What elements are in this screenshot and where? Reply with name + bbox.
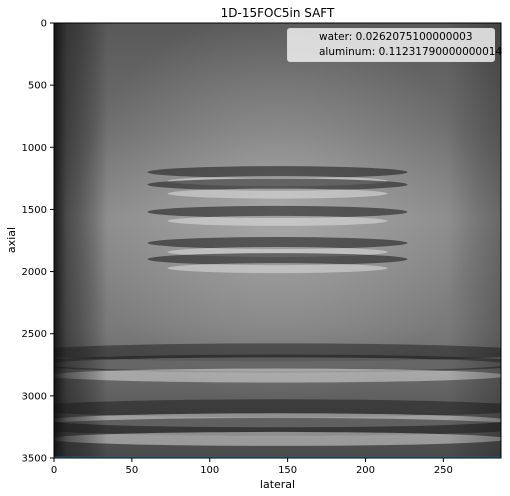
x-tick-label: 50 xyxy=(126,465,139,476)
x-tick-label: 0 xyxy=(51,465,57,476)
chart-title: 1D-15FOC5in SAFT xyxy=(221,6,335,20)
y-tick-label: 0 xyxy=(41,19,47,30)
x-tick-label: 200 xyxy=(356,465,375,476)
x-tick-label: 250 xyxy=(434,465,453,476)
legend-entry-water: water: 0.0262075100000003 xyxy=(319,31,473,43)
x-axis-label: lateral xyxy=(260,478,295,491)
x-tick-label: 100 xyxy=(200,465,219,476)
y-axis: 0 500 1000 1500 2000 2500 3000 3500 xyxy=(22,19,54,465)
y-tick-label: 1500 xyxy=(22,205,47,216)
heatmap-image xyxy=(54,23,501,458)
x-tick-label: 150 xyxy=(278,465,297,476)
y-tick-label: 3500 xyxy=(22,454,47,465)
y-tick-label: 500 xyxy=(28,81,47,92)
legend-entry-aluminum: aluminum: 0.11231790000000014 xyxy=(319,46,503,58)
legend: water: 0.0262075100000003 aluminum: 0.11… xyxy=(287,28,502,62)
y-tick-label: 2000 xyxy=(22,267,47,278)
plot-frame xyxy=(53,22,502,459)
x-axis: 0 50 100 150 200 250 xyxy=(51,458,453,476)
heatmap-edge-shade xyxy=(54,23,501,458)
y-tick-label: 2500 xyxy=(22,329,47,340)
y-tick-label: 3000 xyxy=(22,391,47,402)
y-axis-label: axial xyxy=(5,227,18,253)
y-tick-label: 1000 xyxy=(22,143,47,154)
